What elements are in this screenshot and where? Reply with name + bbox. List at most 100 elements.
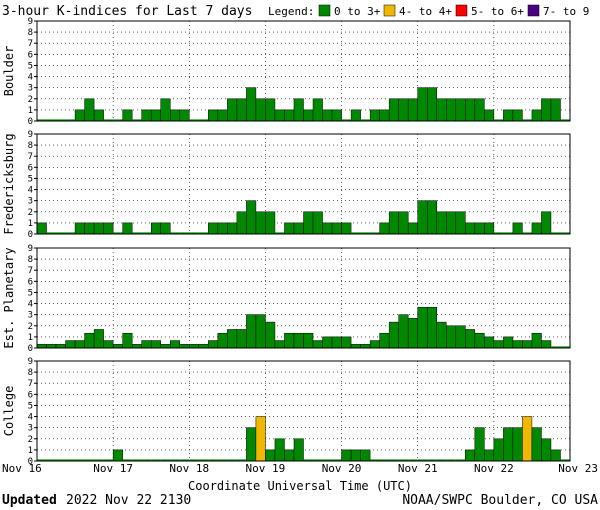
bar [274,340,285,349]
source-credit: NOAA/SWPC Boulder, CO USA [402,493,598,508]
y-tick-label: 8 [28,255,33,265]
bar [303,332,314,349]
y-tick-label: 2 [28,95,33,105]
bar [322,222,333,235]
bar [446,98,457,122]
y-tick-label: 1 [28,219,33,229]
bar [474,98,485,122]
bar [379,222,390,235]
bar [208,109,219,122]
bar [284,109,295,122]
y-tick-label: 0 [28,230,33,240]
bar [141,109,152,122]
y-tick-label: 0 [28,117,33,127]
bar [36,344,47,349]
bar [293,438,304,462]
bar [407,98,418,122]
bar [322,336,333,349]
x-tick-label: Nov 19 [246,462,286,475]
bar [493,340,504,349]
bar [360,449,371,462]
bar [455,98,466,122]
y-tick-label: 5 [28,174,33,184]
y-tick-label: 8 [28,368,33,378]
bar [236,211,247,235]
bar [512,340,523,349]
bar [284,332,295,349]
y-tick-label: 3 [28,424,33,434]
bar [179,344,190,349]
bar [541,211,552,235]
bar [417,306,428,349]
bar [484,336,495,349]
bar [74,340,85,349]
bar [160,344,171,349]
y-tick-label: 3 [28,311,33,321]
bar [531,109,542,122]
bar [512,109,523,122]
panel-label-college: College [2,386,16,437]
x-tick-label: Nov 23 [558,462,598,475]
bar [246,314,257,349]
x-tick-label: Nov 22 [474,462,514,475]
y-tick-label: 8 [28,28,33,38]
x-tick-label: Nov 18 [169,462,209,475]
bar [550,449,561,462]
bar [150,109,161,122]
bar [103,340,114,349]
bar [341,222,352,235]
bar [274,109,285,122]
x-tick-labels: Nov 16 Nov 17 Nov 18 Nov 19 Nov 20 Nov 21 Nov … [2,462,598,475]
bar [436,211,447,235]
y-tick-label: 5 [28,61,33,71]
bar [369,109,380,122]
bar [179,109,190,122]
y-tick-label: 6 [28,390,33,400]
bar [131,344,142,349]
bar [122,109,133,122]
bar [512,427,523,462]
bar [465,222,476,235]
panel-label-est-planetary: Est. Planetary [2,247,16,348]
bar [455,325,466,349]
bar [465,98,476,122]
bar [474,222,485,235]
bar [274,438,285,462]
bar [84,332,95,349]
bar [531,427,542,462]
bar [465,449,476,462]
y-tick-label: 7 [28,39,33,49]
y-tick-label: 9 [28,17,33,27]
bar [217,109,228,122]
bar [322,109,333,122]
bar [150,222,161,235]
legend-swatch-5-to-6 [455,4,468,17]
bar [531,332,542,349]
y-tick-label: 7 [28,379,33,389]
footer: Updated 2022 Nov 22 2130 NOAA/SWPC Bould… [2,493,598,508]
panel-frame [36,360,571,462]
y-tick-label: 6 [28,163,33,173]
bar [512,222,523,235]
y-tick-label: 0 [28,344,33,354]
bar [312,211,323,235]
y-tick-label: 4 [28,186,33,196]
bar [255,211,266,235]
bar [65,340,76,349]
bar [255,98,266,122]
bar [217,222,228,235]
bar [170,109,181,122]
bar [484,222,495,235]
bar [484,449,495,462]
x-tick-label: Nov 21 [398,462,438,475]
bar [503,427,514,462]
bar [398,211,409,235]
y-tick-label: 4 [28,413,33,423]
bar [446,325,457,349]
y-tick-label: 3 [28,84,33,94]
x-tick-label: Nov 16 [2,462,42,475]
legend-item-5-to-6: 5- to 6+ [471,5,524,18]
